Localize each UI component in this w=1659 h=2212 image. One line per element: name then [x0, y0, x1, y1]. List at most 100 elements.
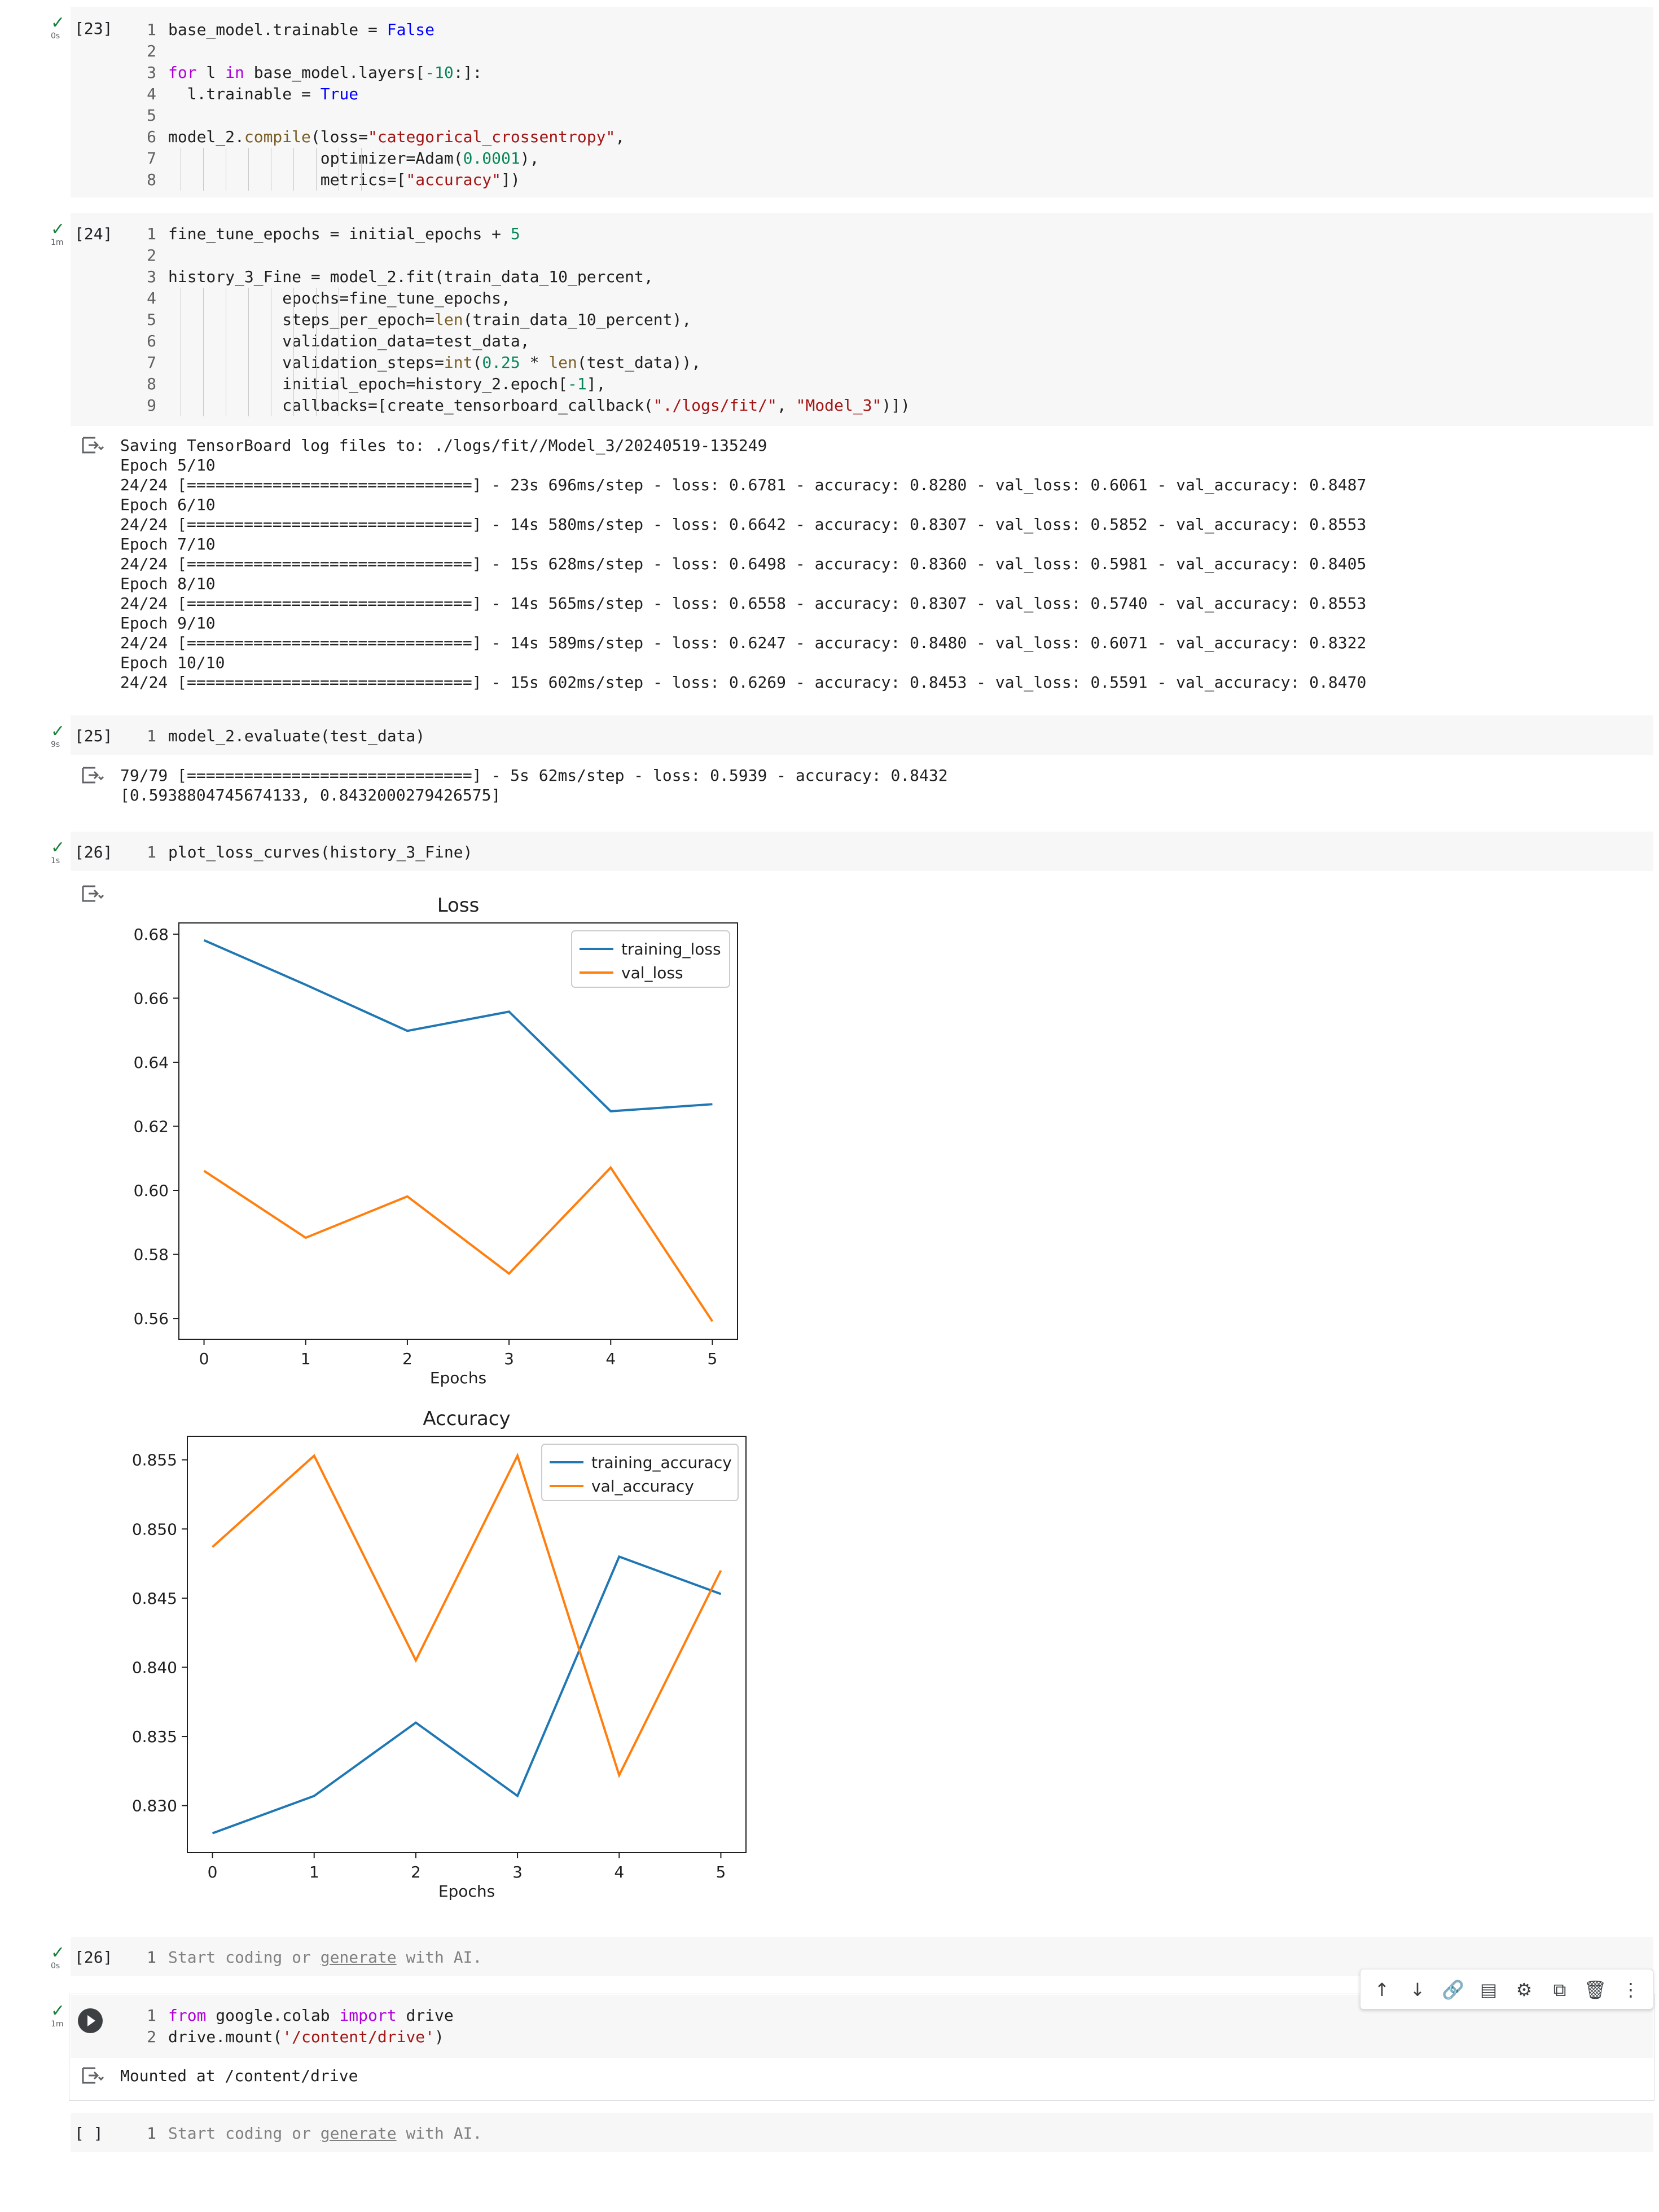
code-editor[interactable]: 1 from google.colab import drive 2 drive.mo… — [71, 1995, 1653, 2058]
code-line[interactable]: steps_per_epoch=len(train_data_10_percen… — [168, 309, 691, 331]
code-token: )]) — [881, 396, 910, 415]
indent-guide — [293, 288, 294, 309]
indent-guide — [293, 169, 294, 191]
output-line: 24/24 [==============================] -… — [120, 476, 1367, 494]
indent-guide — [248, 288, 249, 309]
code-token: -10 — [425, 63, 454, 82]
execution-count[interactable]: [26] — [74, 1948, 113, 1967]
execution-success-icon: ✓ — [51, 838, 65, 857]
code-line[interactable]: fine_tune_epochs = initial_epochs + 5 — [168, 223, 520, 245]
code-line[interactable]: validation_steps=int(0.25 * len(test_dat… — [168, 352, 701, 373]
output-line: Epoch 7/10 — [120, 535, 216, 553]
output-toggle-icon[interactable] — [81, 883, 106, 904]
execution-time: 1s — [51, 856, 60, 865]
code-token: ]) — [501, 170, 520, 189]
execution-count[interactable]: [ ] — [74, 2124, 103, 2143]
code-line[interactable]: metrics=["accuracy"]) — [168, 169, 520, 191]
output-line: Mounted at /content/drive — [120, 2066, 358, 2085]
line-number: 4 — [147, 289, 156, 307]
code-token: steps_per_epoch= — [168, 310, 435, 329]
execution-count[interactable]: [26] — [74, 843, 113, 861]
code-line[interactable]: for l in base_model.layers[-10:]: — [168, 62, 482, 83]
delete-button[interactable]: 🗑 — [1582, 1976, 1609, 2003]
comment-button[interactable]: ▤ — [1475, 1976, 1502, 2003]
execution-count[interactable]: [23] — [74, 19, 113, 38]
link-button[interactable]: 🔗 — [1439, 1976, 1467, 2003]
code-token: (test_data)), — [577, 353, 701, 372]
code-token: 0.25 — [482, 353, 520, 372]
code-token: drive.mount( — [168, 2028, 283, 2046]
code-line[interactable]: history_3_Fine = model_2.fit(train_data_… — [168, 266, 653, 288]
indent-guide — [316, 395, 317, 416]
execution-success-icon: ✓ — [51, 722, 65, 741]
indent-guide — [316, 288, 317, 309]
code-editor[interactable]: 1 plot_loss_curves(history_3_Fine) — [71, 832, 1653, 871]
code-token: metrics=[ — [168, 170, 406, 189]
line-number: 2 — [147, 42, 156, 60]
code-line[interactable]: model_2.evaluate(test_data) — [168, 725, 425, 747]
run-cell-button[interactable] — [78, 2008, 103, 2033]
code-token: "./logs/fit/" — [653, 396, 777, 415]
indent-guide — [316, 373, 317, 395]
code-token: from — [168, 2006, 207, 2025]
code-token: ], — [586, 375, 606, 393]
generate-link[interactable]: generate — [320, 1948, 397, 1967]
cell-toolbar: ↑ ↓ 🔗 ▤ ⚙ ⧉ 🗑 ⋮ — [1360, 1969, 1653, 2009]
code-line[interactable]: model_2.compile(loss="categorical_crosse… — [168, 126, 625, 148]
output-line: Epoch 6/10 — [120, 495, 216, 514]
code-line[interactable]: l.trainable = True — [168, 83, 358, 105]
indent-guide — [293, 309, 294, 331]
cell-output: Saving TensorBoard log files to: ./logs/… — [71, 434, 1653, 697]
output-line: 24/24 [==============================] -… — [120, 673, 1367, 692]
execution-time: 9s — [51, 740, 60, 749]
output-line: Epoch 9/10 — [120, 614, 216, 632]
code-editor[interactable]: 1 base_model.trainable = False 2 3 for l in … — [71, 7, 1653, 197]
comment-icon: ▤ — [1480, 1979, 1498, 2000]
output-toggle-icon[interactable] — [81, 764, 106, 786]
output-line: Epoch 8/10 — [120, 574, 216, 593]
output-toggle-icon[interactable] — [81, 2065, 106, 2086]
code-line[interactable]: Start coding or generate with AI. — [168, 1947, 482, 1968]
code-line[interactable]: validation_data=test_data, — [168, 331, 530, 352]
output-toggle-icon[interactable] — [81, 434, 106, 456]
move-cell-down-button[interactable]: ↓ — [1404, 1976, 1431, 2003]
code-line[interactable]: from google.colab import drive — [168, 2005, 454, 2026]
line-number: 1 — [147, 2124, 156, 2143]
line-number: 5 — [147, 310, 156, 329]
indent-guide — [248, 331, 249, 352]
code-token: validation_data=test_data, — [168, 332, 530, 350]
code-token: "accuracy" — [406, 170, 502, 189]
line-number: 1 — [147, 2006, 156, 2025]
code-token: compile — [244, 127, 311, 146]
execution-count[interactable]: [24] — [74, 225, 113, 243]
code-line[interactable]: base_model.trainable = False — [168, 19, 434, 41]
more-options-button[interactable]: ⋮ — [1617, 1976, 1644, 2003]
settings-gear-button[interactable]: ⚙ — [1511, 1976, 1538, 2003]
mirror-cell-button[interactable]: ⧉ — [1546, 1976, 1573, 2003]
code-line[interactable]: epochs=fine_tune_epochs, — [168, 288, 511, 309]
generate-link[interactable]: generate — [320, 2124, 397, 2143]
code-token: Start coding or — [168, 1948, 321, 1967]
indent-guide — [316, 331, 317, 352]
code-line[interactable]: plot_loss_curves(history_3_Fine) — [168, 842, 472, 863]
output-line: Saving TensorBoard log files to: ./logs/… — [120, 436, 767, 455]
code-line[interactable]: optimizer=Adam(0.0001), — [168, 148, 539, 169]
code-line[interactable]: initial_epoch=history_2.epoch[-1], — [168, 373, 605, 395]
code-editor[interactable]: 1 fine_tune_epochs = initial_epochs + 5 2 3… — [71, 213, 1653, 426]
code-editor[interactable]: 1 Start coding or generate with AI. — [71, 2113, 1653, 2152]
indent-guide — [203, 395, 204, 416]
code-line[interactable]: Start coding or generate with AI. — [168, 2123, 482, 2144]
indent-guide — [361, 148, 362, 169]
move-cell-up-button[interactable]: ↑ — [1368, 1976, 1395, 2003]
move-cell-down-icon: ↓ — [1410, 1979, 1425, 2000]
code-token: len — [434, 310, 463, 329]
code-line[interactable]: callbacks=[create_tensorboard_callback("… — [168, 395, 910, 416]
code-token: google.colab — [206, 2006, 340, 2025]
code-token: base_model.layers[ — [244, 63, 425, 82]
code-token: model_2.evaluate(test_data) — [168, 727, 425, 745]
code-line[interactable]: drive.mount('/content/drive') — [168, 2026, 444, 2048]
execution-count[interactable]: [25] — [74, 727, 113, 745]
code-editor[interactable]: 1 model_2.evaluate(test_data) — [71, 715, 1653, 755]
code-token: validation_steps= — [168, 353, 444, 372]
cell-output: 79/79 [==============================] -… — [71, 764, 1653, 810]
